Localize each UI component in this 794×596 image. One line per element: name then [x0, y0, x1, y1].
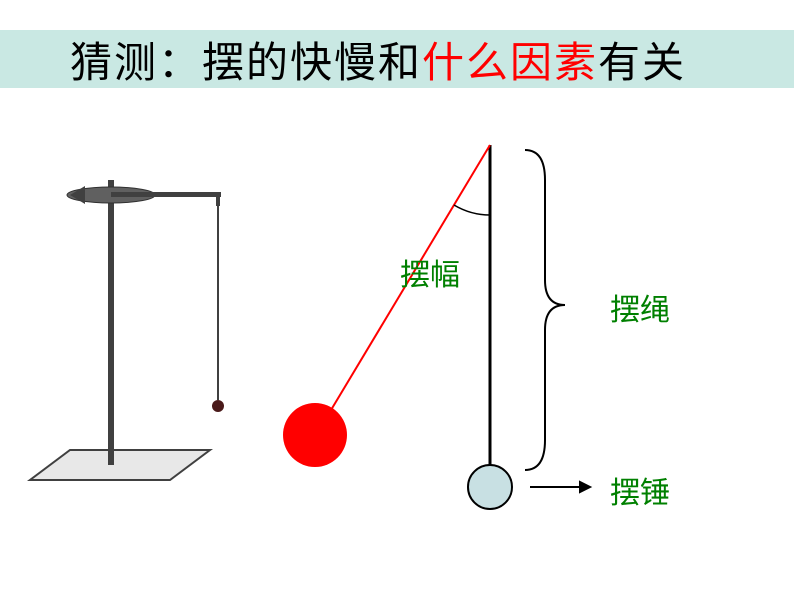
title-text: 猜测：摆的快慢和什么因素有关 [70, 29, 686, 90]
swing-bob [283, 403, 347, 467]
title-prefix: 猜测：摆的快慢和 [70, 41, 422, 87]
title-bar: 猜测：摆的快慢和什么因素有关 [0, 30, 794, 88]
title-suffix: 有关 [598, 41, 686, 87]
title-highlight: 什么因素 [422, 41, 598, 87]
bob-label: 摆锤 [610, 468, 670, 512]
bob-arrow-icon [530, 482, 590, 492]
amplitude-arc [454, 205, 490, 215]
lab-stand-icon [10, 150, 270, 530]
diagram-area: 摆幅 摆绳 摆锤 [0, 120, 794, 590]
string-label: 摆绳 [610, 285, 670, 329]
rest-bob [468, 465, 512, 509]
amplitude-label: 摆幅 [400, 250, 460, 294]
pendulum-diagram [270, 120, 770, 590]
brace-icon [525, 150, 565, 470]
